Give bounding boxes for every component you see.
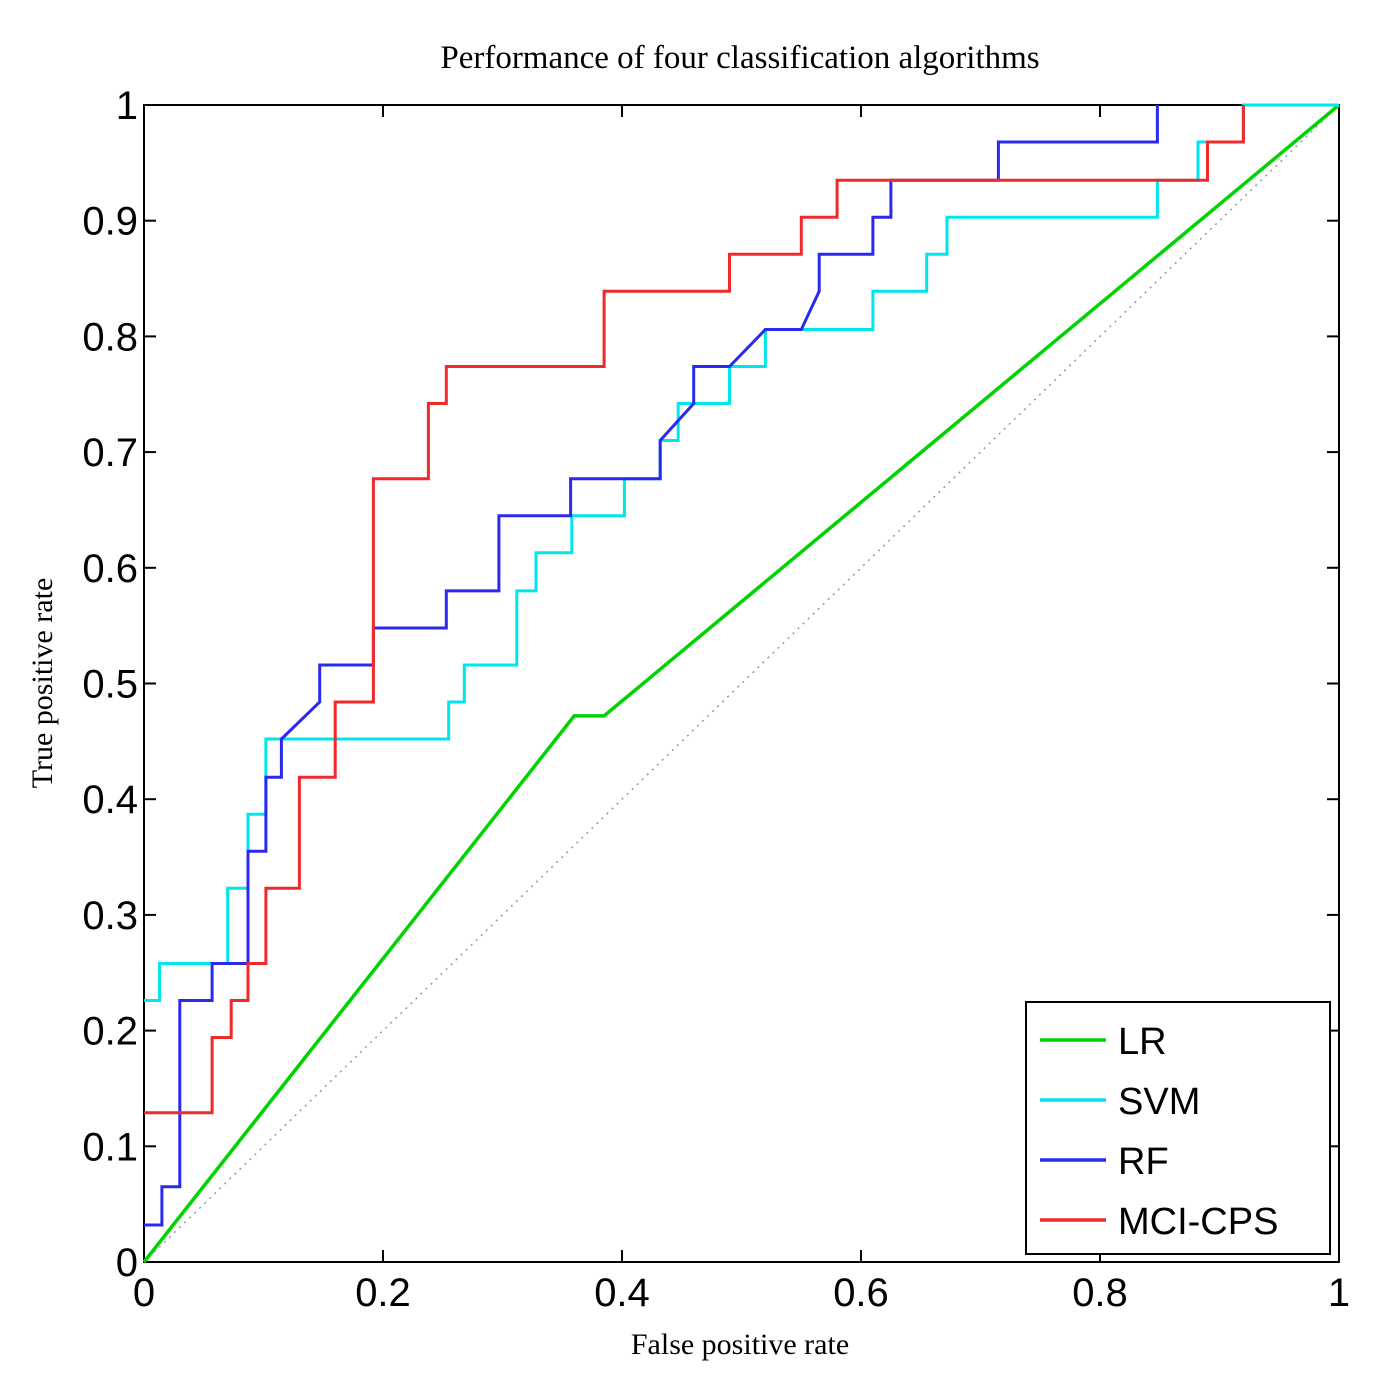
x-tick-label: 1 [1328, 1271, 1350, 1315]
legend-label-lr: LR [1118, 1021, 1167, 1063]
reference-diagonal [143, 104, 1340, 1263]
x-tick-label: 0.4 [594, 1271, 650, 1315]
y-tick-label: 0.5 [82, 663, 138, 707]
series-line-rf [144, 105, 1159, 1227]
y-tick-label: 0.6 [82, 547, 138, 591]
y-tick-label: 0.7 [82, 431, 138, 475]
legend-label-svm: SVM [1118, 1081, 1200, 1123]
y-tick-label: 0.3 [82, 894, 138, 938]
chart-title: Performance of four classification algor… [440, 40, 1039, 76]
x-axis-label: False positive rate [631, 1328, 849, 1361]
y-axis-label: True positive rate [26, 578, 59, 789]
y-tick-label: 0 [116, 1241, 138, 1285]
y-tick-label: 0.9 [82, 200, 138, 244]
legend-label-rf: RF [1118, 1141, 1169, 1183]
legend: LR SVM RF MCI-CPS [1025, 1001, 1331, 1255]
legend-label-mci-cps: MCI-CPS [1118, 1201, 1278, 1243]
series-layer [142, 103, 1341, 1264]
y-tick-label: 0.4 [82, 778, 138, 822]
x-tick-label: 0.6 [833, 1271, 889, 1315]
chance-diagonal-line [143, 104, 1340, 1263]
x-tick-label: 0.8 [1072, 1271, 1128, 1315]
series-line-svm [144, 103, 1339, 1002]
y-tick-label: 0.2 [82, 1010, 138, 1054]
y-tick-label: 1 [116, 84, 138, 128]
x-tick-label: 0.2 [355, 1271, 411, 1315]
series-line-lr [142, 103, 1341, 1264]
y-tick-label: 0.8 [82, 315, 138, 359]
legend-box [1025, 1001, 1331, 1255]
axis-ticks: 0 0.2 0.4 0.6 0.8 1 0 0.1 0.2 0.3 0.4 0.5 0.6 0.7 0.8 0… [82, 84, 1350, 1315]
y-tick-label: 0.1 [82, 1125, 138, 1169]
x-tick-label: 0 [133, 1271, 155, 1315]
series-line-mci-cps [144, 105, 1245, 1115]
